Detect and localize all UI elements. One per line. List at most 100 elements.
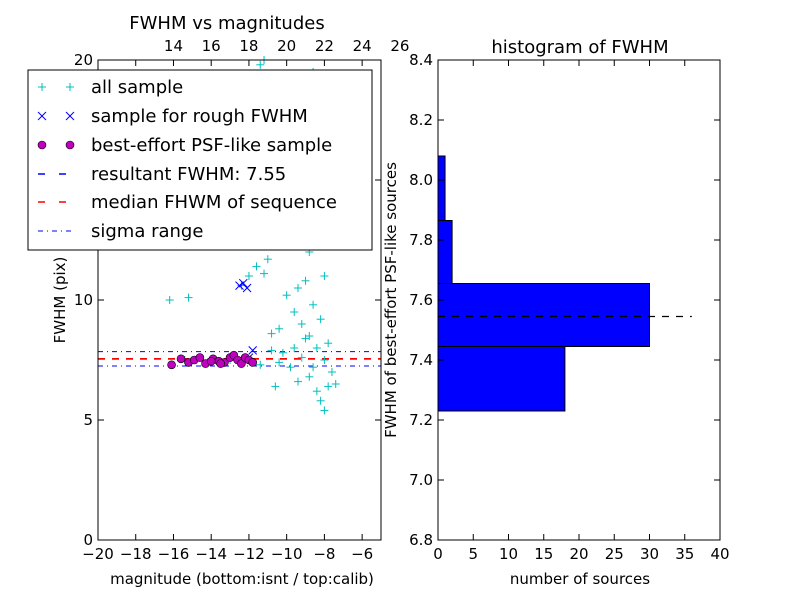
point-plus — [263, 255, 272, 264]
point-circle — [167, 360, 176, 370]
y-tick-label: 6.8 — [409, 531, 433, 549]
x-tick-label: 15 — [534, 545, 553, 563]
scatter-top-ticks: 14 16 18 20 22 24 26 — [164, 37, 409, 55]
x-tick-label: 10 — [499, 545, 518, 563]
y-tick-label: 10 — [74, 291, 93, 309]
histogram-y-ticks: 6.8 7.0 7.2 7.4 7.6 7.8 8.0 8.2 8.4 — [409, 51, 720, 549]
top-tick-label: 18 — [239, 37, 258, 55]
point-plus — [267, 346, 276, 355]
histogram-panel: 0 5 10 15 20 25 30 35 40 6.8 7.0 7.2 7.4 7.6 7.8 8.0 8.… — [382, 37, 730, 588]
y-tick-label: 7.6 — [409, 291, 433, 309]
point-circle — [195, 353, 205, 362]
legend-marker-x — [37, 111, 75, 121]
point-plus — [297, 320, 306, 328]
legend-marker-circle — [65, 140, 75, 150]
point-plus — [301, 276, 310, 285]
point-plus — [282, 291, 291, 300]
point-plus — [297, 353, 306, 362]
point-x — [238, 278, 248, 288]
point-plus — [312, 344, 321, 352]
legend-entry-rough-sample: sample for rough FWHM — [37, 106, 308, 127]
point-plus — [320, 406, 329, 415]
legend-label: resultant FWHM: 7.55 — [91, 164, 286, 185]
histogram-y-label: FWHM of best-effort PSF-like sources — [382, 162, 400, 438]
x-tick-label: −12 — [233, 545, 265, 563]
point-plus — [331, 380, 340, 388]
legend-label: sample for rough FWHM — [91, 106, 308, 127]
point-plus — [252, 262, 261, 271]
point-plus — [293, 377, 302, 386]
y-tick-label: 7.2 — [409, 411, 433, 429]
x-tick-label: 25 — [605, 545, 624, 563]
y-tick-label: 8.4 — [409, 51, 433, 69]
point-plus — [305, 372, 314, 381]
top-tick-label: 14 — [164, 37, 183, 55]
point-circle — [206, 356, 216, 366]
top-tick-label: 16 — [202, 37, 221, 55]
y-tick-label: 5 — [83, 411, 93, 429]
x-tick-label: −20 — [82, 545, 114, 563]
scatter-x-label: magnitude (bottom:isnt / top:calib) — [110, 570, 374, 588]
top-tick-label: 24 — [353, 37, 372, 55]
point-plus — [293, 284, 302, 292]
point-plus — [165, 296, 174, 304]
point-plus — [244, 272, 253, 280]
legend-label: best-effort PSF-like sample — [91, 135, 332, 156]
point-plus — [286, 363, 295, 372]
histogram-x-label: number of sources — [510, 570, 650, 588]
y-tick-label: 7.8 — [409, 231, 433, 249]
histogram-bar — [437, 155, 446, 221]
x-tick-label: −8 — [313, 545, 335, 563]
point-plus — [316, 396, 325, 405]
legend-marker-circle — [37, 140, 47, 150]
x-tick-label: 40 — [710, 545, 729, 563]
histogram-bars — [437, 155, 650, 412]
scatter-title: FWHM vs magnitudes — [129, 13, 324, 34]
point-plus — [309, 363, 318, 372]
x-tick-label: 30 — [640, 545, 659, 563]
y-tick-label: 0 — [83, 531, 93, 549]
histogram-title: histogram of FWHM — [491, 37, 668, 58]
legend-entry-median: median FHWM of sequence — [38, 192, 337, 213]
legend-entry-all-sample: all sample — [38, 77, 183, 98]
point-plus — [324, 339, 333, 348]
x-tick-label: −18 — [120, 545, 152, 563]
point-plus — [275, 324, 284, 333]
point-plus — [320, 272, 329, 280]
legend-marker-plus — [38, 83, 74, 91]
legend-label: all sample — [91, 77, 183, 98]
y-tick-label: 7.0 — [409, 471, 433, 489]
legend-entry-psf-sample: best-effort PSF-like sample — [37, 135, 332, 156]
x-tick-label: −14 — [195, 545, 227, 563]
scatter-y-label: FWHM (pix) — [51, 257, 69, 344]
point-plus — [327, 368, 336, 376]
y-tick-label: 20 — [74, 51, 93, 69]
point-plus — [320, 356, 329, 364]
point-plus — [316, 315, 325, 324]
point-plus — [278, 348, 287, 357]
y-tick-label: 8.0 — [409, 171, 433, 189]
point-circle — [216, 359, 225, 368]
point-plus — [260, 269, 269, 278]
point-plus — [290, 308, 299, 316]
y-tick-label: 7.4 — [409, 351, 433, 369]
top-tick-label: 20 — [277, 37, 296, 55]
legend-label: sigma range — [91, 221, 203, 242]
legend-box — [27, 69, 373, 251]
point-circle — [176, 354, 186, 364]
x-tick-label: 5 — [468, 545, 478, 563]
histogram-bar — [437, 283, 650, 347]
legend: all sample sample for rough FWHM best-ef… — [27, 69, 373, 251]
legend-label: median FHWM of sequence — [91, 192, 337, 213]
histogram-bar — [437, 220, 453, 284]
y-tick-label: 8.2 — [409, 111, 433, 129]
point-plus — [290, 344, 299, 352]
legend-entry-resultant: resultant FWHM: 7.55 — [38, 164, 286, 185]
top-tick-label: 26 — [390, 37, 409, 55]
point-plus — [301, 334, 310, 343]
x-tick-label: 0 — [433, 545, 443, 563]
point-x — [242, 283, 252, 293]
histogram-x-ticks: 0 5 10 15 20 25 30 35 40 — [433, 60, 730, 563]
